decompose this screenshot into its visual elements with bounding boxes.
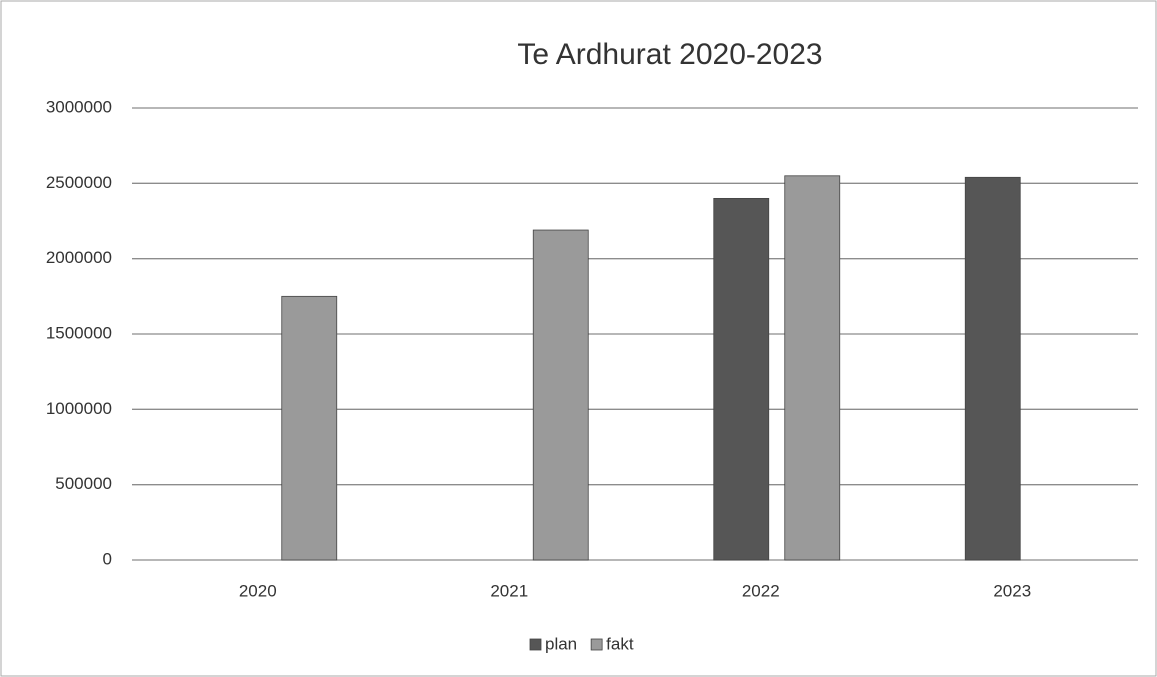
bar (964, 176, 1021, 561)
y-tick-label: 500000 (55, 474, 112, 493)
bar (784, 175, 841, 561)
x-tick-label: 2020 (239, 581, 277, 600)
x-tick-label: 2022 (742, 581, 780, 600)
y-tick-label: 2000000 (46, 248, 112, 267)
y-tick-label: 1500000 (46, 323, 112, 342)
x-tick-label: 2023 (993, 581, 1031, 600)
legend-swatch (590, 638, 603, 651)
chart-title: Te Ardhurat 2020-2023 (517, 38, 822, 71)
legend-swatch (529, 638, 542, 651)
legend-label: plan (545, 634, 577, 653)
legend-label: fakt (606, 634, 634, 653)
bar (532, 229, 589, 561)
x-tick-label: 2021 (490, 581, 528, 600)
y-tick-label: 0 (103, 549, 112, 568)
y-tick-label: 3000000 (46, 97, 112, 116)
y-tick-label: 1000000 (46, 399, 112, 418)
bar (713, 197, 770, 561)
y-tick-label: 2500000 (46, 173, 112, 192)
bar (281, 295, 338, 561)
